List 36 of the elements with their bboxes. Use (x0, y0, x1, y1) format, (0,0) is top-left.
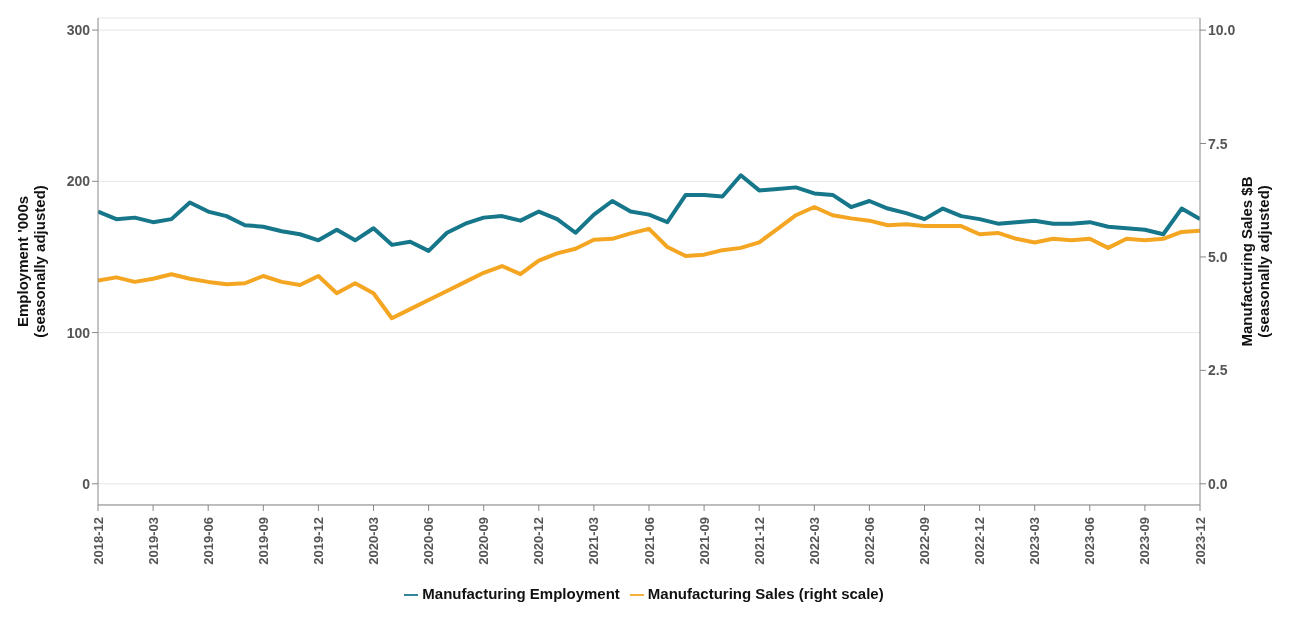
x-tick-label: 2019-03 (145, 516, 161, 565)
x-tick-label: 2023-12 (1192, 516, 1208, 565)
y2-tick-label: 10.0 (1208, 22, 1236, 39)
y2-tick-label: 5.0 (1208, 248, 1228, 265)
y-tick-label: 0 (82, 475, 91, 492)
x-tick-label: 2019-09 (255, 516, 271, 565)
y-tick-label: 100 (66, 324, 91, 341)
x-tick-label: 2023-06 (1082, 516, 1098, 565)
x-tick-label: 2020-03 (366, 516, 381, 565)
x-tick-label: 2018-12 (90, 516, 106, 565)
y-axis-title: Employment '000s (seasonally adjusted) (14, 185, 48, 338)
y-tick-label: 200 (66, 173, 91, 190)
y-tick-label: 300 (66, 22, 91, 39)
x-tick-label: 2023-09 (1137, 516, 1153, 565)
x-tick-label: 2022-06 (861, 516, 877, 565)
y2-tick-label: 0.0 (1208, 475, 1228, 492)
x-tick-label: 2023-03 (1027, 516, 1043, 565)
x-tick-label: 2020-12 (531, 516, 547, 565)
x-tick-label: 2022-09 (917, 516, 932, 565)
x-tick-label: 2021-03 (586, 516, 602, 565)
x-tick-label: 2019-06 (200, 516, 216, 565)
x-tick-label: 2021-09 (696, 516, 712, 565)
x-tick-label: 2022-03 (806, 516, 822, 565)
legend-label: Manufacturing Sales (right scale) (647, 584, 884, 602)
line-series (98, 173, 1200, 253)
x-tick-label: 2019-12 (310, 516, 326, 565)
x-tick-label: 2021-12 (751, 516, 767, 565)
y2-tick-label: 2.5 (1208, 362, 1228, 379)
line-series (98, 205, 1200, 321)
legend-label: Manufacturing Employment (422, 584, 620, 602)
x-tick-label: 2020-06 (421, 516, 437, 565)
y2-tick-label: 7.5 (1208, 135, 1228, 152)
y2-axis-title: Manufacturing Sales $B (seasonally adjusted) (1238, 176, 1272, 347)
x-tick-label: 2021-06 (641, 516, 657, 565)
x-tick-label: 2020-09 (476, 516, 492, 565)
x-tick-label: 2022-12 (972, 516, 988, 565)
